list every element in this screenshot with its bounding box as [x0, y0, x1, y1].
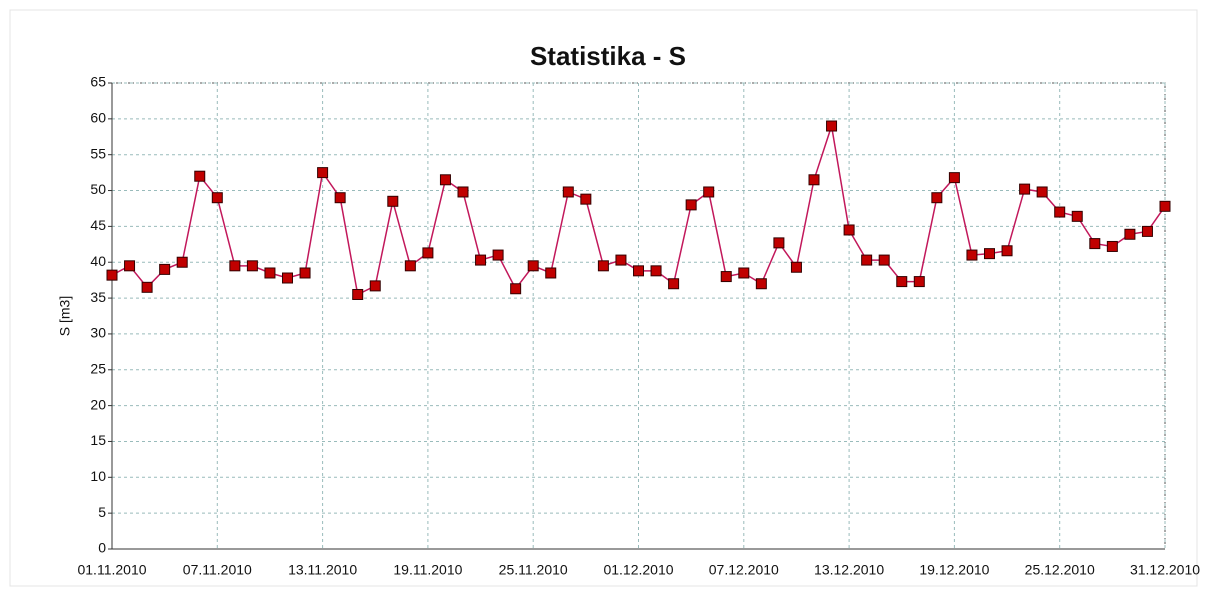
data-point: [808, 174, 820, 186]
data-point: [334, 192, 346, 204]
data-point: [685, 199, 697, 211]
x-tick-label: 25.11.2010: [499, 562, 568, 578]
data-point: [597, 260, 609, 272]
data-point: [984, 248, 995, 260]
y-tick-label: 25: [90, 360, 106, 376]
data-point: [211, 192, 223, 204]
data-point: [1124, 228, 1136, 240]
data-point: [1071, 210, 1083, 222]
x-tick-label: 13.11.2010: [288, 562, 357, 578]
data-point: [387, 195, 399, 207]
y-tick-label: 5: [98, 504, 106, 520]
data-point: [510, 283, 522, 295]
y-tick-label: 30: [90, 325, 106, 341]
data-point: [492, 249, 504, 261]
data-point: [580, 193, 592, 205]
x-tick-label: 01.11.2010: [77, 562, 146, 578]
data-point: [1106, 240, 1118, 252]
data-point: [633, 265, 644, 277]
data-point: [124, 260, 136, 272]
data-point: [1159, 200, 1171, 212]
data-point: [229, 260, 241, 272]
data-point: [773, 237, 785, 249]
x-tick-label: 07.11.2010: [183, 562, 252, 578]
data-point: [738, 267, 750, 279]
y-tick-label: 55: [90, 145, 106, 161]
data-point: [650, 265, 662, 277]
data-point: [966, 249, 978, 261]
x-tick-label: 25.12.2010: [1025, 562, 1095, 578]
y-tick-label: 15: [90, 432, 106, 448]
data-point: [545, 267, 557, 279]
data-point: [194, 170, 206, 182]
x-tick-label: 19.11.2010: [393, 562, 462, 578]
chart-title: Statistika - S: [530, 41, 686, 71]
data-point: [422, 247, 434, 259]
data-point: [404, 260, 416, 272]
y-axis-label: S [m3]: [57, 296, 73, 336]
data-point: [1141, 225, 1153, 237]
data-point: [527, 260, 539, 272]
y-tick-label: 40: [90, 253, 106, 269]
x-tick-label: 31.12.2010: [1130, 562, 1200, 578]
data-point: [282, 272, 293, 284]
plot-area: [111, 82, 1166, 550]
y-tick-label: 20: [90, 396, 106, 412]
data-point: [878, 254, 890, 266]
data-point: [1001, 245, 1013, 257]
data-point: [668, 278, 680, 290]
data-point: [457, 186, 469, 198]
data-point: [720, 271, 732, 283]
data-point: [703, 186, 715, 198]
data-point: [141, 281, 153, 293]
y-tick-label: 65: [90, 74, 106, 90]
x-tick-label: 07.12.2010: [709, 562, 779, 578]
data-point: [948, 172, 960, 184]
data-point: [790, 261, 802, 273]
data-point: [159, 263, 171, 275]
data-point: [369, 280, 381, 292]
data-point: [826, 120, 838, 132]
data-point: [439, 174, 451, 186]
data-point: [755, 278, 767, 290]
y-tick-label: 45: [90, 217, 106, 233]
data-point: [317, 167, 329, 179]
data-point: [1036, 186, 1048, 198]
data-point: [861, 254, 873, 266]
data-point: [176, 256, 188, 268]
y-tick-label: 35: [90, 289, 106, 305]
data-point: [1054, 206, 1066, 218]
x-tick-label: 19.12.2010: [919, 562, 989, 578]
data-point: [913, 276, 925, 288]
y-tick-label: 50: [90, 181, 106, 197]
x-tick-label: 01.12.2010: [603, 562, 673, 578]
y-tick-label: 0: [98, 540, 106, 556]
data-point: [106, 269, 118, 281]
data-point: [896, 276, 908, 288]
y-tick-label: 60: [90, 110, 106, 126]
data-point: [475, 254, 487, 266]
data-point: [299, 267, 311, 279]
data-point: [246, 260, 258, 272]
data-point: [264, 267, 276, 279]
data-point: [843, 224, 855, 236]
data-point: [1019, 183, 1031, 195]
data-point: [615, 254, 627, 266]
y-tick-label: 10: [90, 468, 106, 484]
data-point: [931, 192, 943, 204]
data-point: [352, 288, 364, 300]
data-point: [1089, 238, 1101, 250]
data-point: [562, 186, 574, 198]
x-tick-label: 13.12.2010: [814, 562, 884, 578]
